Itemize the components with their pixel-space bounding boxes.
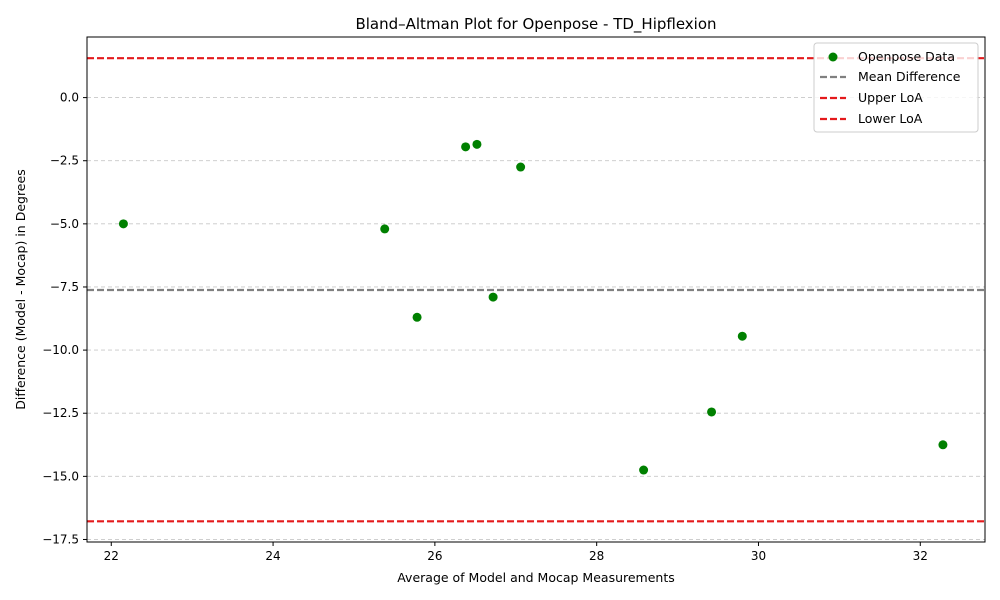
data-point [472, 139, 482, 149]
plot-frame [86, 36, 986, 543]
y-tick-label: −7.5 [50, 280, 79, 294]
y-axis-label: Difference (Model - Mocap) in Degrees [13, 169, 28, 409]
x-tick-label: 26 [427, 549, 442, 563]
y-tick-label: −15.0 [42, 469, 79, 483]
y-tick-label: 0.0 [60, 91, 79, 105]
data-points [118, 139, 948, 475]
legend-label-lower: Lower LoA [858, 111, 923, 126]
legend-label-openpose: Openpose Data [858, 49, 955, 64]
x-tick-label: 30 [751, 549, 766, 563]
x-axis-label: Average of Model and Mocap Measurements [397, 570, 675, 585]
legend: Openpose Data Mean Difference Upper LoA … [813, 42, 979, 133]
data-point [461, 142, 471, 152]
y-tick-label: −2.5 [50, 154, 79, 168]
x-tick-label: 22 [104, 549, 119, 563]
data-point [639, 465, 649, 475]
x-tick-label: 28 [589, 549, 604, 563]
legend-label-mean: Mean Difference [858, 69, 961, 84]
data-point [737, 331, 747, 341]
data-point [118, 219, 128, 229]
legend-box [813, 42, 979, 133]
data-point [488, 292, 498, 302]
x-tick-label: 32 [913, 549, 928, 563]
x-tick-label: 24 [265, 549, 280, 563]
chart-title: Bland–Altman Plot for Openpose - TD_Hipf… [355, 15, 716, 34]
data-point [412, 312, 422, 322]
y-tick-label: −17.5 [42, 532, 79, 546]
data-point [380, 224, 390, 234]
grid-layer [87, 97, 985, 540]
legend-label-upper: Upper LoA [858, 90, 923, 105]
y-tick-label: −12.5 [42, 406, 79, 420]
y-tick-label: −5.0 [50, 217, 79, 231]
data-point [516, 162, 526, 172]
legend-marker-openpose [828, 52, 838, 62]
y-axis-ticks: 0.0 −2.5 −5.0 −7.5 −10.0 −12.5 −15.0 −17.5 [42, 91, 87, 546]
data-point [938, 440, 948, 450]
x-axis-ticks: 22 24 26 28 30 32 [104, 542, 928, 563]
y-tick-label: −10.0 [42, 343, 79, 357]
data-point [707, 407, 717, 417]
